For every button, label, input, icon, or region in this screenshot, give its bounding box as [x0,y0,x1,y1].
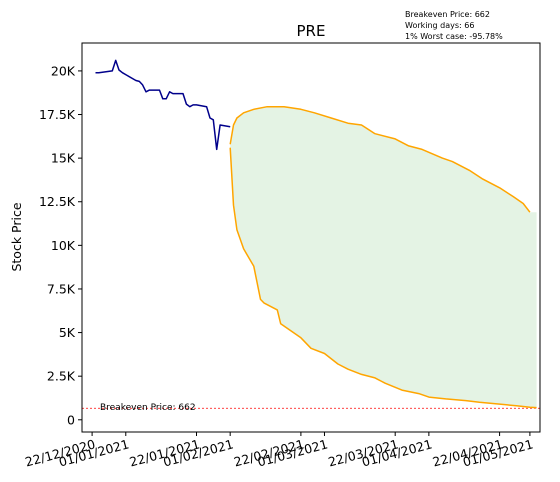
y-tick-label: 10K [51,238,76,253]
x-axis: 22/12/202001/01/202122/01/202101/02/2021… [23,432,535,470]
y-tick-label: 5K [59,325,76,340]
axes-frame [81,42,541,433]
y-tick-label: 17.5K [39,107,76,122]
info-line-breakeven: Breakeven Price: 662 [405,10,490,19]
upper-bound-line [229,105,531,213]
chart-title: PRE [297,22,326,40]
plot-area [82,59,540,409]
fill-between-bounds [230,106,537,408]
y-tick-label: 20K [51,63,76,78]
history-price-line [95,59,231,151]
y-tick-label: 2.5K [47,369,76,384]
info-line-working-days: Working days: 66 [405,21,474,30]
y-tick-label: 7.5K [47,281,76,296]
y-tick-label: 0 [67,412,75,427]
breakeven-label: Breakeven Price: 662 [100,403,196,413]
info-annotation: Breakeven Price: 662 Working days: 66 1%… [405,10,503,41]
y-axis: 0 2.5K 5K 7.5K 10K 12.5K 15K 17.5K 20K [39,63,82,427]
lower-bound-line [229,147,537,409]
y-tick-label: 12.5K [39,194,76,209]
y-tick-label: 15K [51,151,76,166]
info-line-worst-case: 1% Worst case: -95.78% [405,32,503,41]
y-axis-label: Stock Price [9,202,24,271]
